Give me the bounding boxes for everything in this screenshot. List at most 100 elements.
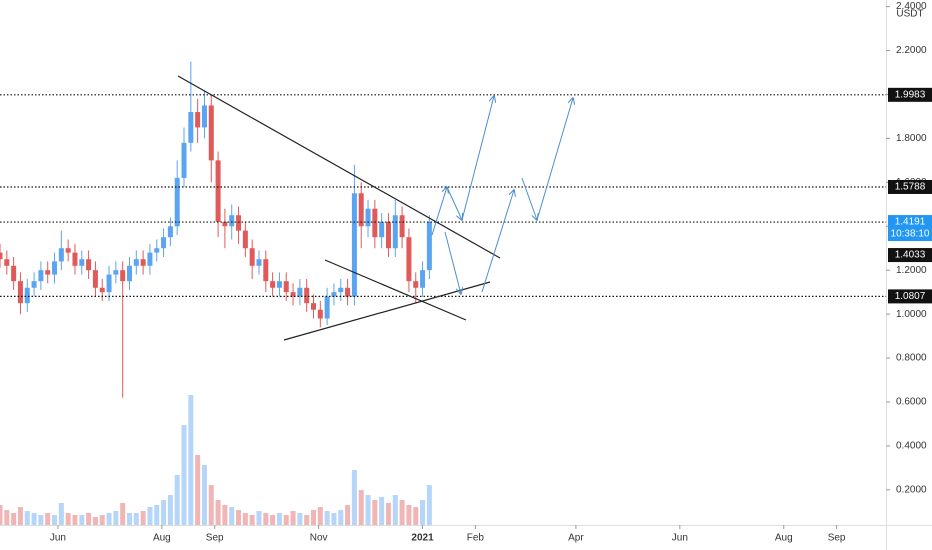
candle-body bbox=[195, 112, 201, 128]
x-tick-label: Feb bbox=[467, 533, 485, 544]
volume-bar bbox=[106, 513, 112, 525]
candle-body bbox=[331, 292, 337, 297]
volume-bar bbox=[126, 513, 132, 525]
volume-bar bbox=[86, 513, 92, 525]
candle-body bbox=[11, 265, 17, 282]
volume-bar bbox=[345, 505, 351, 525]
candle-body bbox=[65, 248, 71, 253]
candle-body bbox=[52, 261, 58, 275]
volume-bar bbox=[379, 497, 385, 525]
volume-bar bbox=[331, 513, 337, 525]
volume-bar bbox=[276, 513, 282, 525]
x-tick-label: Jun bbox=[50, 533, 66, 544]
level-label: 1.5788 bbox=[895, 182, 926, 193]
candle-body bbox=[392, 215, 398, 249]
volume-bar bbox=[133, 513, 139, 525]
candle-body bbox=[365, 208, 371, 227]
candle-body bbox=[45, 270, 51, 275]
volume-bar bbox=[215, 500, 221, 525]
volume-bar bbox=[147, 507, 153, 525]
volume-bar bbox=[72, 515, 78, 525]
y-tick-label: 2.2000 bbox=[896, 45, 927, 56]
volume-bar bbox=[161, 500, 167, 525]
x-tick-label: 2021 bbox=[411, 533, 434, 544]
volume-bar bbox=[392, 495, 398, 525]
y-tick-label: 2.4000 bbox=[896, 1, 927, 12]
volume-bar bbox=[120, 503, 126, 525]
candle-body bbox=[426, 221, 432, 271]
candle-body bbox=[372, 208, 378, 238]
candle-body bbox=[140, 259, 146, 266]
volume-bar bbox=[399, 500, 405, 525]
x-tick-label: Sep bbox=[206, 533, 224, 544]
trendline bbox=[177, 75, 501, 259]
volume-bar bbox=[256, 511, 262, 525]
volume-bar bbox=[242, 513, 248, 525]
volume-bar bbox=[222, 505, 228, 525]
volume-bar bbox=[426, 485, 432, 525]
candle-body bbox=[17, 281, 23, 304]
candle-body bbox=[72, 252, 78, 266]
volume-bar bbox=[31, 513, 37, 525]
currency-label: USDT bbox=[896, 9, 923, 20]
candle-body bbox=[338, 287, 344, 293]
trendline bbox=[324, 259, 467, 321]
volume-bar bbox=[17, 507, 23, 525]
volume-bar bbox=[413, 507, 419, 525]
candle-body bbox=[86, 259, 92, 271]
candle-body bbox=[0, 252, 3, 260]
volume-bar bbox=[201, 465, 207, 525]
volume-bar bbox=[58, 503, 64, 525]
level-label-box bbox=[888, 289, 932, 304]
y-tick-label: 1.8000 bbox=[896, 133, 927, 144]
drawings bbox=[177, 75, 573, 341]
volume-bar bbox=[304, 515, 310, 525]
projection-arrow bbox=[481, 190, 514, 293]
volume-bar bbox=[372, 500, 378, 525]
candle-body bbox=[249, 248, 255, 266]
volume-bar bbox=[317, 507, 323, 525]
volume-bar bbox=[11, 513, 17, 525]
volume-bar bbox=[0, 505, 3, 525]
candle-body bbox=[31, 281, 37, 288]
volume-bar bbox=[181, 425, 187, 525]
candle-body bbox=[113, 270, 119, 275]
candle-body bbox=[174, 177, 180, 227]
volume-bar bbox=[154, 505, 160, 525]
candle-body bbox=[229, 215, 235, 227]
volume-bar bbox=[65, 513, 71, 525]
volume-bar bbox=[270, 515, 276, 525]
last-price-box bbox=[888, 215, 932, 242]
candle-body bbox=[188, 112, 194, 143]
candle-body bbox=[222, 221, 228, 227]
candle-body bbox=[4, 259, 10, 266]
candle-body bbox=[297, 287, 303, 297]
candle-body bbox=[236, 215, 242, 231]
candle-body bbox=[270, 281, 276, 288]
candle-body bbox=[420, 270, 426, 288]
y-tick-label: 0.6000 bbox=[896, 397, 927, 408]
candle-body bbox=[379, 221, 385, 238]
projection-arrow bbox=[444, 231, 461, 294]
candle-body bbox=[406, 237, 412, 282]
candle-body bbox=[242, 230, 248, 249]
y-tick-label: 1.2000 bbox=[896, 265, 927, 276]
marker-price-label: 1.4033 bbox=[895, 250, 926, 261]
volume-bar bbox=[311, 510, 317, 525]
candle-body bbox=[311, 303, 317, 310]
volume-bar bbox=[188, 395, 194, 525]
volume-bar bbox=[365, 495, 371, 525]
volume-bar bbox=[406, 505, 412, 525]
candle-body bbox=[276, 281, 282, 288]
volume-bar bbox=[4, 510, 10, 525]
level-label-box bbox=[888, 179, 932, 194]
candle-body bbox=[263, 259, 269, 282]
projection-arrow bbox=[521, 177, 537, 220]
volume-bar bbox=[263, 513, 269, 525]
volume-bar bbox=[38, 515, 44, 525]
candle-body bbox=[290, 292, 296, 297]
volume-bar bbox=[195, 455, 201, 525]
y-tick-label: 0.4000 bbox=[896, 441, 927, 452]
